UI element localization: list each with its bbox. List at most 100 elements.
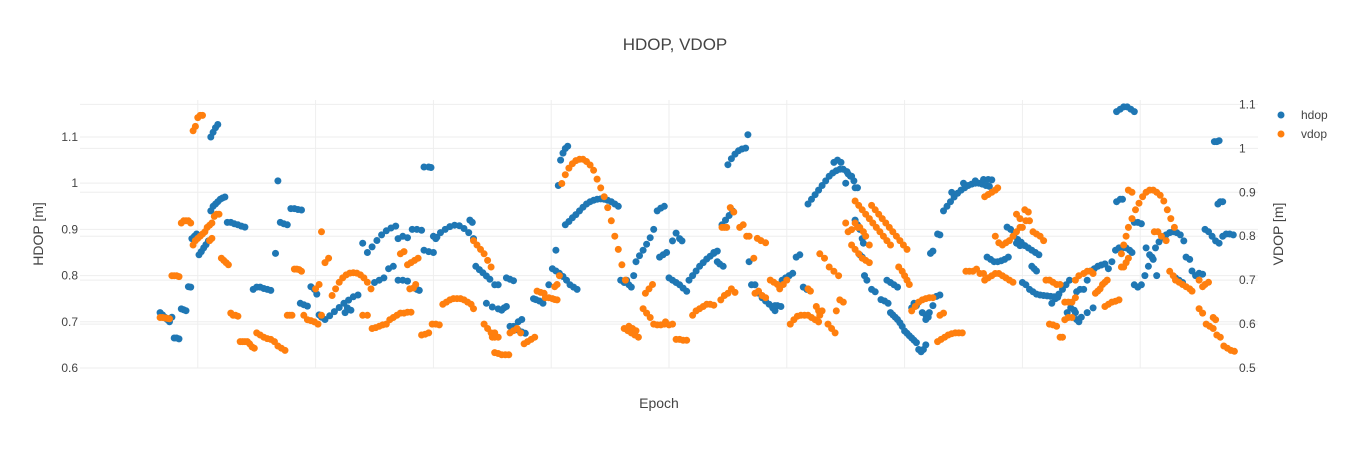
point-hdop[interactable] (660, 202, 668, 210)
point-vdop[interactable] (1122, 232, 1130, 240)
point-hdop[interactable] (859, 239, 867, 247)
point-hdop[interactable] (960, 179, 967, 187)
point-vdop[interactable] (199, 111, 206, 119)
point-hdop[interactable] (272, 249, 279, 257)
point-vdop[interactable] (363, 278, 371, 286)
point-vdop[interactable] (505, 351, 513, 359)
point-vdop[interactable] (762, 239, 770, 247)
point-hdop[interactable] (1141, 272, 1149, 280)
point-vdop[interactable] (1026, 217, 1033, 225)
point-vdop[interactable] (739, 221, 747, 229)
point-vdop[interactable] (1156, 191, 1164, 199)
point-hdop[interactable] (851, 184, 859, 192)
point-vdop[interactable] (1195, 276, 1203, 284)
point-hdop[interactable] (1153, 272, 1161, 280)
point-hdop[interactable] (274, 177, 282, 185)
point-hdop[interactable] (929, 302, 937, 310)
point-vdop[interactable] (611, 232, 619, 240)
point-vdop[interactable] (593, 175, 601, 183)
point-vdop[interactable] (325, 254, 333, 262)
point-vdop[interactable] (1059, 333, 1066, 341)
point-vdop[interactable] (887, 241, 894, 249)
point-vdop[interactable] (318, 311, 325, 319)
point-vdop[interactable] (621, 276, 629, 284)
point-hdop[interactable] (663, 249, 671, 256)
point-hdop[interactable] (719, 262, 727, 270)
point-vdop[interactable] (531, 333, 539, 341)
point-vdop[interactable] (839, 298, 847, 306)
point-hdop[interactable] (894, 283, 901, 291)
point-hdop[interactable] (744, 131, 752, 139)
point-vdop[interactable] (991, 232, 999, 240)
point-vdop[interactable] (1157, 232, 1165, 240)
point-vdop[interactable] (632, 327, 640, 335)
point-hdop[interactable] (1152, 244, 1159, 252)
point-hdop[interactable] (303, 302, 311, 310)
point-vdop[interactable] (634, 333, 642, 341)
point-vdop[interactable] (435, 321, 443, 329)
point-hdop[interactable] (283, 221, 291, 229)
point-hdop[interactable] (936, 291, 944, 299)
point-hdop[interactable] (418, 226, 426, 234)
point-hdop[interactable] (936, 231, 944, 239)
point-hdop[interactable] (724, 161, 732, 169)
point-vdop[interactable] (470, 305, 477, 313)
point-vdop[interactable] (414, 254, 422, 262)
point-vdop[interactable] (1230, 347, 1238, 355)
point-hdop[interactable] (789, 269, 797, 277)
point-hdop[interactable] (1108, 258, 1116, 266)
point-hdop[interactable] (486, 275, 494, 283)
point-hdop[interactable] (1080, 285, 1088, 293)
point-hdop[interactable] (298, 206, 305, 214)
point-vdop[interactable] (865, 241, 873, 249)
point-hdop[interactable] (1176, 231, 1184, 239)
point-vdop[interactable] (710, 301, 718, 309)
point-vdop[interactable] (298, 267, 305, 275)
point-vdop[interactable] (484, 256, 492, 264)
point-hdop[interactable] (1016, 242, 1024, 250)
point-hdop[interactable] (925, 309, 933, 317)
point-vdop[interactable] (250, 344, 258, 352)
point-vdop[interactable] (731, 288, 739, 296)
point-vdop[interactable] (1209, 325, 1217, 332)
point-vdop[interactable] (318, 228, 325, 236)
point-hdop[interactable] (354, 291, 362, 299)
point-vdop[interactable] (821, 254, 828, 262)
point-vdop[interactable] (865, 259, 873, 267)
point-vdop[interactable] (487, 263, 495, 271)
point-vdop[interactable] (1071, 294, 1079, 302)
point-vdop[interactable] (1018, 223, 1026, 231)
point-hdop[interactable] (678, 237, 686, 245)
point-vdop[interactable] (940, 309, 947, 317)
point-vdop[interactable] (842, 219, 850, 227)
point-hdop[interactable] (175, 335, 183, 343)
point-vdop[interactable] (166, 315, 173, 323)
point-vdop[interactable] (1068, 314, 1076, 321)
point-hdop[interactable] (482, 299, 490, 307)
point-vdop[interactable] (1199, 309, 1207, 317)
point-hdop[interactable] (404, 234, 411, 242)
point-hdop[interactable] (1229, 231, 1237, 239)
point-vdop[interactable] (1120, 241, 1128, 249)
point-hdop[interactable] (182, 307, 190, 315)
point-hdop[interactable] (1035, 251, 1043, 259)
point-hdop[interactable] (1180, 237, 1188, 245)
point-hdop[interactable] (552, 246, 560, 254)
point-hdop[interactable] (672, 229, 680, 237)
point-vdop[interactable] (604, 204, 612, 212)
point-hdop[interactable] (373, 237, 381, 244)
point-vdop[interactable] (215, 210, 223, 218)
point-hdop[interactable] (460, 225, 468, 232)
legend-item-vdop[interactable]: vdop (1277, 127, 1328, 141)
point-vdop[interactable] (555, 272, 563, 280)
point-hdop[interactable] (1215, 137, 1223, 145)
point-hdop[interactable] (630, 272, 638, 280)
point-hdop[interactable] (465, 229, 473, 237)
point-hdop[interactable] (871, 288, 879, 296)
point-vdop[interactable] (208, 219, 216, 227)
point-hdop[interactable] (842, 179, 850, 187)
point-vdop[interactable] (1089, 270, 1097, 277)
point-vdop[interactable] (1132, 206, 1139, 214)
point-vdop[interactable] (831, 329, 839, 337)
point-hdop[interactable] (1119, 195, 1126, 203)
